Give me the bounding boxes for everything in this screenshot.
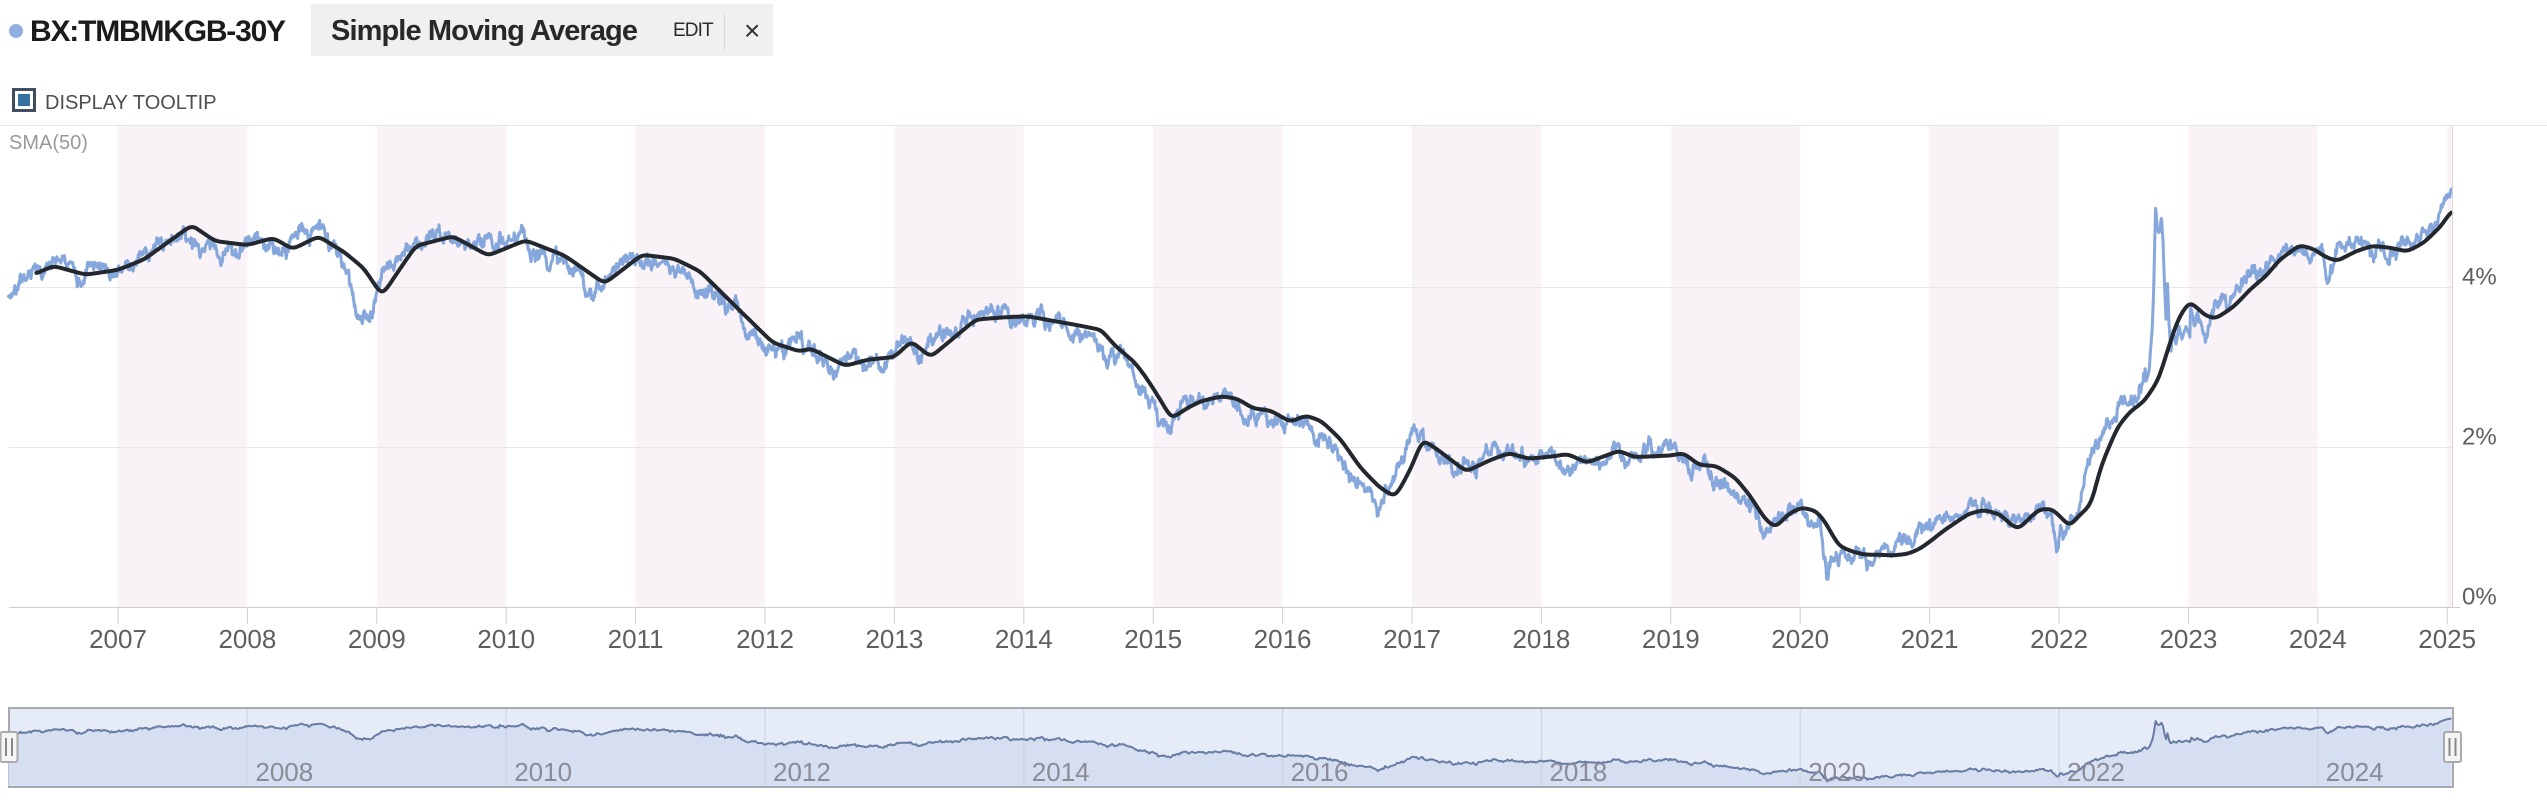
- svg-text:2020: 2020: [1771, 624, 1829, 654]
- svg-text:2007: 2007: [89, 624, 147, 654]
- svg-text:2008: 2008: [255, 757, 313, 787]
- svg-text:2018: 2018: [1549, 757, 1607, 787]
- svg-text:2%: 2%: [2462, 424, 2497, 451]
- svg-text:2020: 2020: [1808, 757, 1866, 787]
- svg-text:2018: 2018: [1512, 624, 1570, 654]
- svg-text:2012: 2012: [736, 624, 794, 654]
- svg-text:2012: 2012: [773, 757, 831, 787]
- svg-text:2022: 2022: [2030, 624, 2088, 654]
- svg-text:2024: 2024: [2326, 757, 2384, 787]
- svg-text:2021: 2021: [1901, 624, 1959, 654]
- svg-text:2010: 2010: [477, 624, 535, 654]
- svg-text:2008: 2008: [218, 624, 276, 654]
- svg-text:2024: 2024: [2289, 624, 2347, 654]
- svg-text:2022: 2022: [2067, 757, 2125, 787]
- svg-text:2025: 2025: [2418, 624, 2476, 654]
- svg-text:2017: 2017: [1383, 624, 1441, 654]
- svg-text:2011: 2011: [608, 624, 664, 654]
- svg-text:2010: 2010: [514, 757, 572, 787]
- svg-text:2014: 2014: [995, 624, 1053, 654]
- svg-text:4%: 4%: [2462, 264, 2497, 291]
- svg-text:2015: 2015: [1124, 624, 1182, 654]
- svg-text:2009: 2009: [348, 624, 406, 654]
- svg-text:2019: 2019: [1642, 624, 1700, 654]
- svg-text:0%: 0%: [2462, 584, 2497, 611]
- svg-text:2014: 2014: [1032, 757, 1090, 787]
- svg-text:2016: 2016: [1254, 624, 1312, 654]
- svg-text:2016: 2016: [1291, 757, 1349, 787]
- svg-text:2013: 2013: [865, 624, 923, 654]
- svg-text:2023: 2023: [2159, 624, 2217, 654]
